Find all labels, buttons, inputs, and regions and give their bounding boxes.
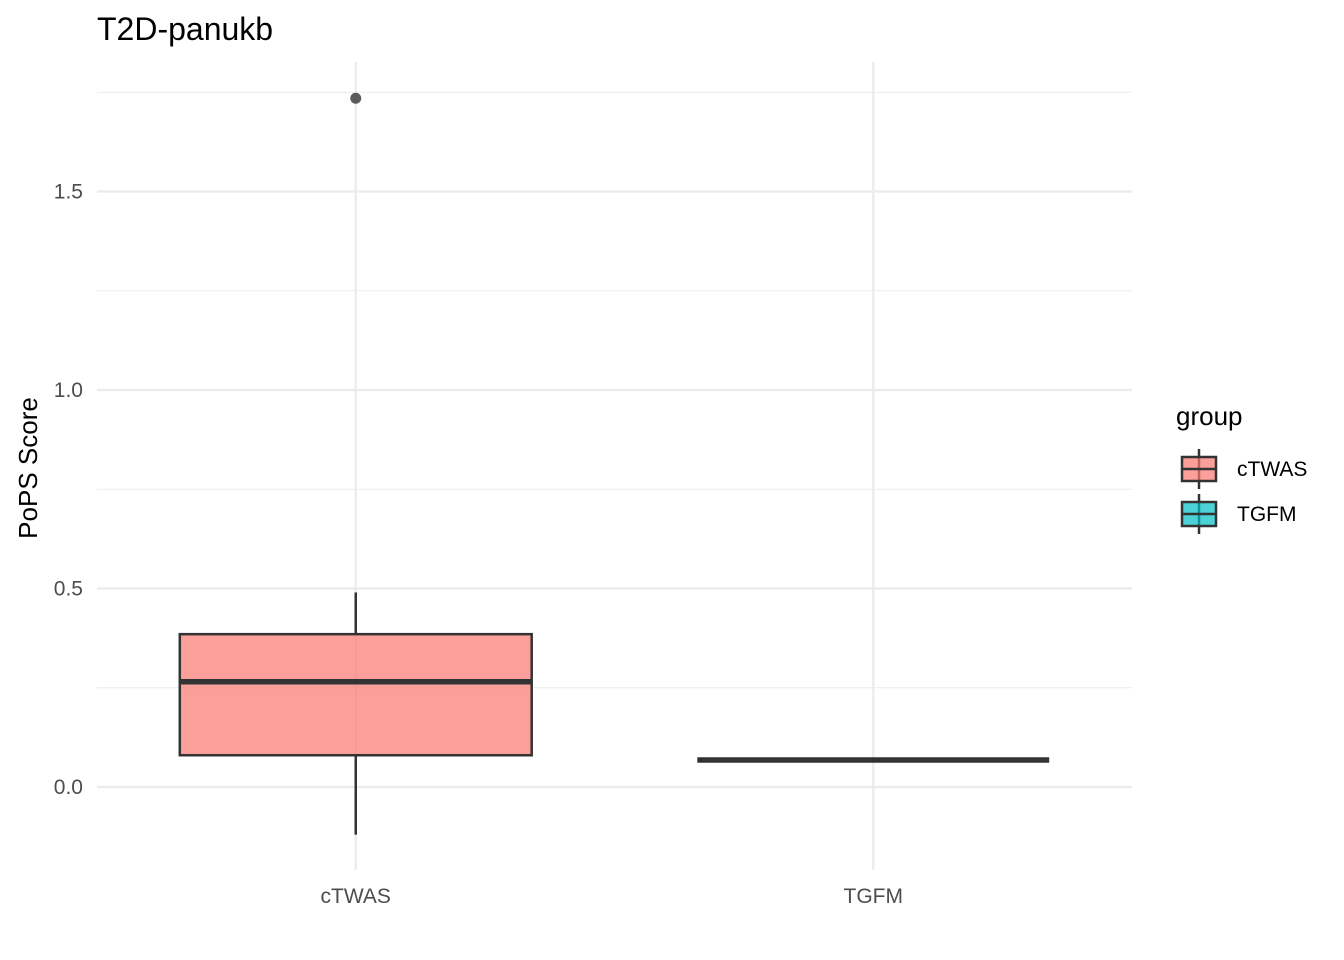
legend: group cTWAS TGFM xyxy=(1176,401,1307,534)
plot-area xyxy=(178,92,1050,835)
y-axis-title: PoPS Score xyxy=(13,397,43,539)
y-tick-label: 1.0 xyxy=(54,379,83,402)
y-tick-label: 0.0 xyxy=(54,776,83,799)
legend-title: group xyxy=(1176,401,1243,431)
legend-item-cTWAS: cTWAS xyxy=(1180,449,1307,489)
legend-label: TGFM xyxy=(1237,503,1296,526)
chart-title: T2D-panukb xyxy=(97,11,273,47)
y-tick-label: 0.5 xyxy=(54,578,83,601)
legend-item-TGFM: TGFM xyxy=(1180,494,1296,534)
x-tick-label: TGFM xyxy=(844,885,903,908)
x-tick-label: cTWAS xyxy=(321,885,391,908)
box-cTWAS xyxy=(178,92,533,835)
x-axis: cTWAS TGFM xyxy=(321,885,903,908)
grid xyxy=(97,62,1132,870)
legend-label: cTWAS xyxy=(1237,458,1307,481)
y-tick-label: 1.5 xyxy=(54,181,83,204)
y-axis: 0.0 0.5 1.0 1.5 xyxy=(54,181,83,800)
box-body xyxy=(178,632,533,757)
outlier-point xyxy=(350,92,362,104)
